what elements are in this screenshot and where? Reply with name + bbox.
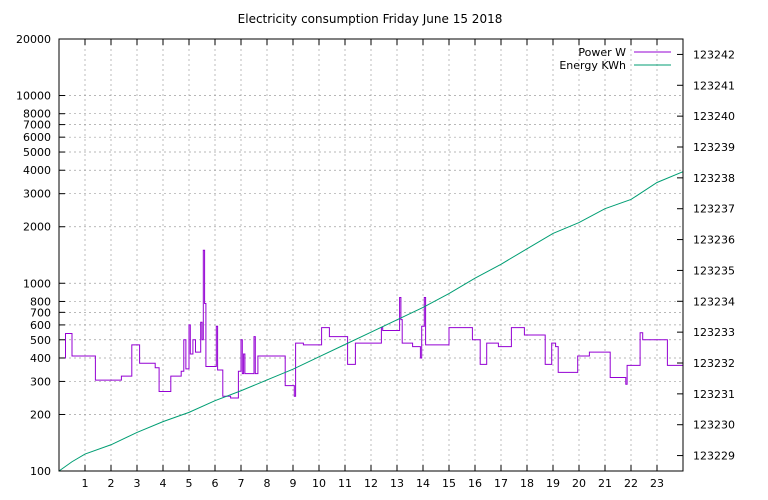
y-left-tick-label: 7000: [23, 119, 51, 132]
y-left-tick-label: 200: [30, 408, 51, 421]
y-left-tick-label: 700: [30, 306, 51, 319]
x-tick-label: 13: [390, 477, 404, 490]
series-line-power: [59, 249, 683, 399]
x-tick-label: 8: [264, 477, 271, 490]
y-left-tick-label: 6000: [23, 131, 51, 144]
grid-layer: [59, 38, 683, 472]
y-right-tick-label: 123230: [693, 419, 735, 432]
y-left-tick-label: 600: [30, 319, 51, 332]
x-tick-label: 5: [186, 477, 193, 490]
y-right-tick-label: 123233: [693, 326, 735, 339]
labels-layer: 1 2 3 4 5 6 7 8 9 10 11 12 13 14 15 16 17 18 19 20 21 22 23100…: [16, 33, 735, 490]
y-right-tick-label: 123234: [693, 295, 735, 308]
y-left-tick-label: 20000: [16, 33, 51, 46]
x-tick-label: 3: [134, 477, 141, 490]
legend-label-power: Power W: [578, 46, 626, 59]
x-tick-label: 14: [416, 477, 430, 490]
x-tick-label: 18: [520, 477, 534, 490]
y-right-tick-label: 123239: [693, 141, 735, 154]
y-left-tick-label: 300: [30, 375, 51, 388]
y-left-tick-label: 500: [30, 334, 51, 347]
series-line-energy: [58, 171, 684, 472]
y-left-tick-label: 1000: [23, 277, 51, 290]
legend: Power W Energy KWh: [559, 46, 671, 72]
x-tick-label: 17: [494, 477, 508, 490]
x-tick-label: 2: [108, 477, 115, 490]
y-left-tick-label: 10000: [16, 90, 51, 103]
y-left-tick-label: 2000: [23, 221, 51, 234]
chart-title: Electricity consumption Friday June 15 2…: [238, 12, 503, 26]
y-right-tick-label: 123237: [693, 203, 735, 216]
y-left-tick-label: 100: [30, 465, 51, 478]
x-tick-label: 20: [572, 477, 586, 490]
y-left-tick-label: 8000: [23, 108, 51, 121]
y-left-tick-label: 3000: [23, 188, 51, 201]
y-left-tick-label: 4000: [23, 164, 51, 177]
x-tick-label: 15: [442, 477, 456, 490]
y-right-tick-label: 123242: [693, 48, 735, 61]
y-right-tick-label: 123231: [693, 388, 735, 401]
x-tick-label: 16: [468, 477, 482, 490]
y-left-tick-label: 400: [30, 352, 51, 365]
x-tick-label: 19: [546, 477, 560, 490]
x-tick-label: 23: [650, 477, 664, 490]
x-tick-label: 22: [624, 477, 638, 490]
x-tick-label: 10: [312, 477, 326, 490]
y-left-tick-label: 800: [30, 295, 51, 308]
series-layer: [58, 171, 684, 472]
y-right-tick-label: 123241: [693, 79, 735, 92]
y-right-tick-label: 123240: [693, 110, 735, 123]
x-tick-label: 7: [238, 477, 245, 490]
y-right-tick-label: 123229: [693, 450, 735, 463]
x-tick-label: 1: [82, 477, 89, 490]
legend-label-energy: Energy KWh: [559, 59, 626, 72]
y-right-tick-label: 123232: [693, 357, 735, 370]
y-right-tick-label: 123235: [693, 264, 735, 277]
y-left-tick-label: 5000: [23, 146, 51, 159]
x-tick-label: 21: [598, 477, 612, 490]
x-tick-label: 9: [290, 477, 297, 490]
x-tick-label: 11: [338, 477, 352, 490]
x-tick-label: 6: [212, 477, 219, 490]
y-right-tick-label: 123238: [693, 172, 735, 185]
x-tick-label: 12: [364, 477, 378, 490]
ticks-layer: [59, 38, 683, 472]
x-tick-label: 4: [160, 477, 167, 490]
y-right-tick-label: 123236: [693, 234, 735, 247]
